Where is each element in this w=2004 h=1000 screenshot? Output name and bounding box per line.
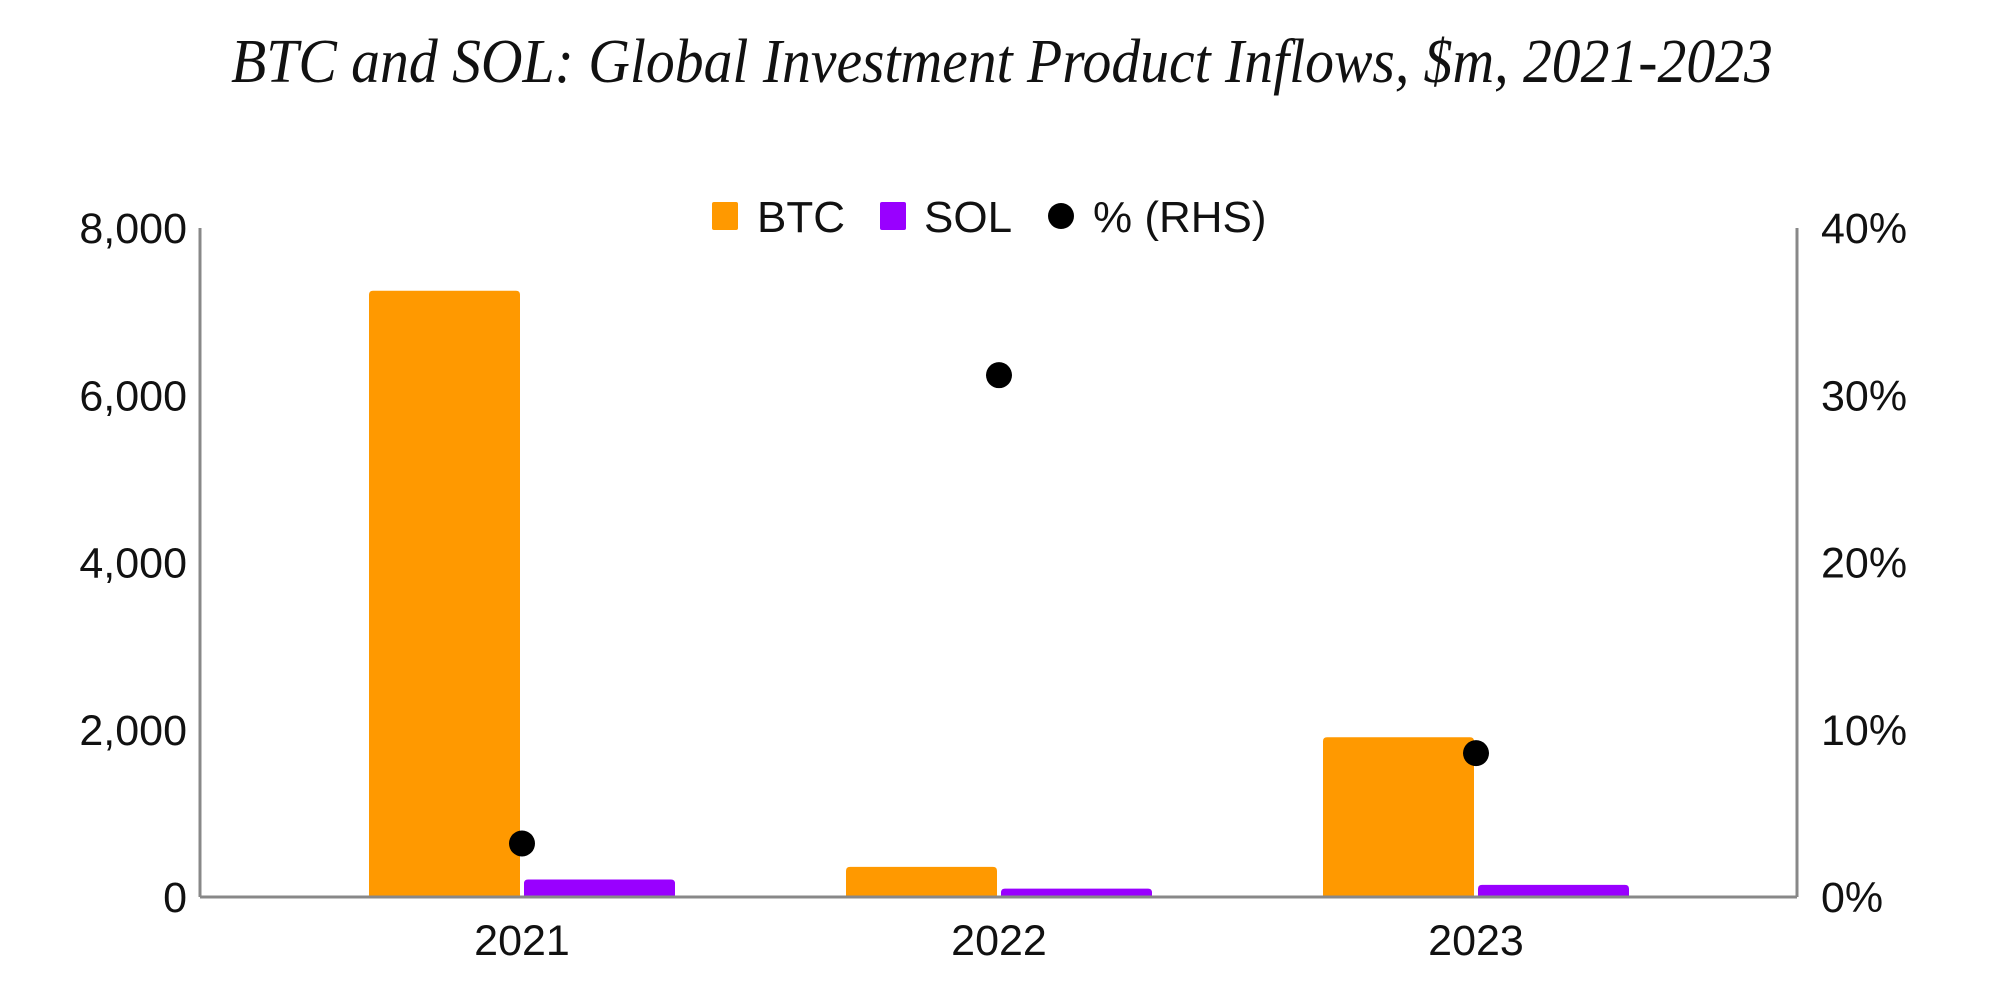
legend-item-btc[interactable]: BTC	[712, 193, 845, 242]
dots-group	[509, 362, 1489, 857]
legend-label-btc: BTC	[757, 193, 845, 242]
dot-pct-2021	[509, 830, 535, 857]
legend-item-sol[interactable]: SOL	[880, 193, 1012, 242]
right-tick-label: 30%	[1821, 372, 1907, 420]
legend-label-pct: % (RHS)	[1093, 193, 1267, 242]
left-axis-tick-labels: 0 2,000 4,000 6,000 8,000	[79, 205, 187, 922]
x-tick-label: 2021	[474, 917, 570, 965]
legend-swatch-btc	[712, 202, 738, 230]
left-tick-label: 2,000	[79, 707, 187, 755]
legend-item-pct[interactable]: % (RHS)	[1048, 193, 1267, 242]
x-tick-label: 2023	[1428, 917, 1524, 965]
bar-sol-2022	[1001, 888, 1152, 897]
legend-swatch-sol	[880, 202, 906, 230]
bar-sol-2021	[524, 879, 675, 897]
dot-pct-2022	[986, 362, 1012, 389]
x-axis-tick-labels: 2021 2022 2023	[474, 917, 1524, 965]
legend-swatch-pct	[1048, 203, 1074, 229]
right-tick-label: 40%	[1821, 205, 1907, 253]
legend: BTC SOL % (RHS)	[712, 193, 1267, 242]
bar-btc-2023	[1323, 737, 1474, 897]
x-tick-label: 2022	[951, 917, 1047, 965]
bars-group	[369, 290, 1629, 897]
bar-sol-2023	[1478, 884, 1629, 897]
chart-title: BTC and SOL: Global Investment Product I…	[0, 22, 2004, 102]
right-tick-label: 10%	[1821, 707, 1907, 755]
left-tick-label: 6,000	[79, 372, 187, 420]
left-tick-label: 8,000	[79, 205, 187, 253]
right-tick-label: 0%	[1821, 874, 1883, 922]
chart-title-text: BTC and SOL: Global Investment Product I…	[231, 28, 1773, 96]
right-axis-tick-labels: 0% 10% 20% 30% 40%	[1821, 205, 1907, 922]
bar-btc-2022	[846, 866, 997, 897]
left-tick-label: 0	[163, 874, 187, 922]
right-tick-label: 20%	[1821, 540, 1907, 588]
legend-label-sol: SOL	[924, 193, 1012, 242]
bar-btc-2021	[369, 290, 520, 897]
dot-pct-2023	[1463, 740, 1489, 767]
left-tick-label: 4,000	[79, 540, 187, 588]
